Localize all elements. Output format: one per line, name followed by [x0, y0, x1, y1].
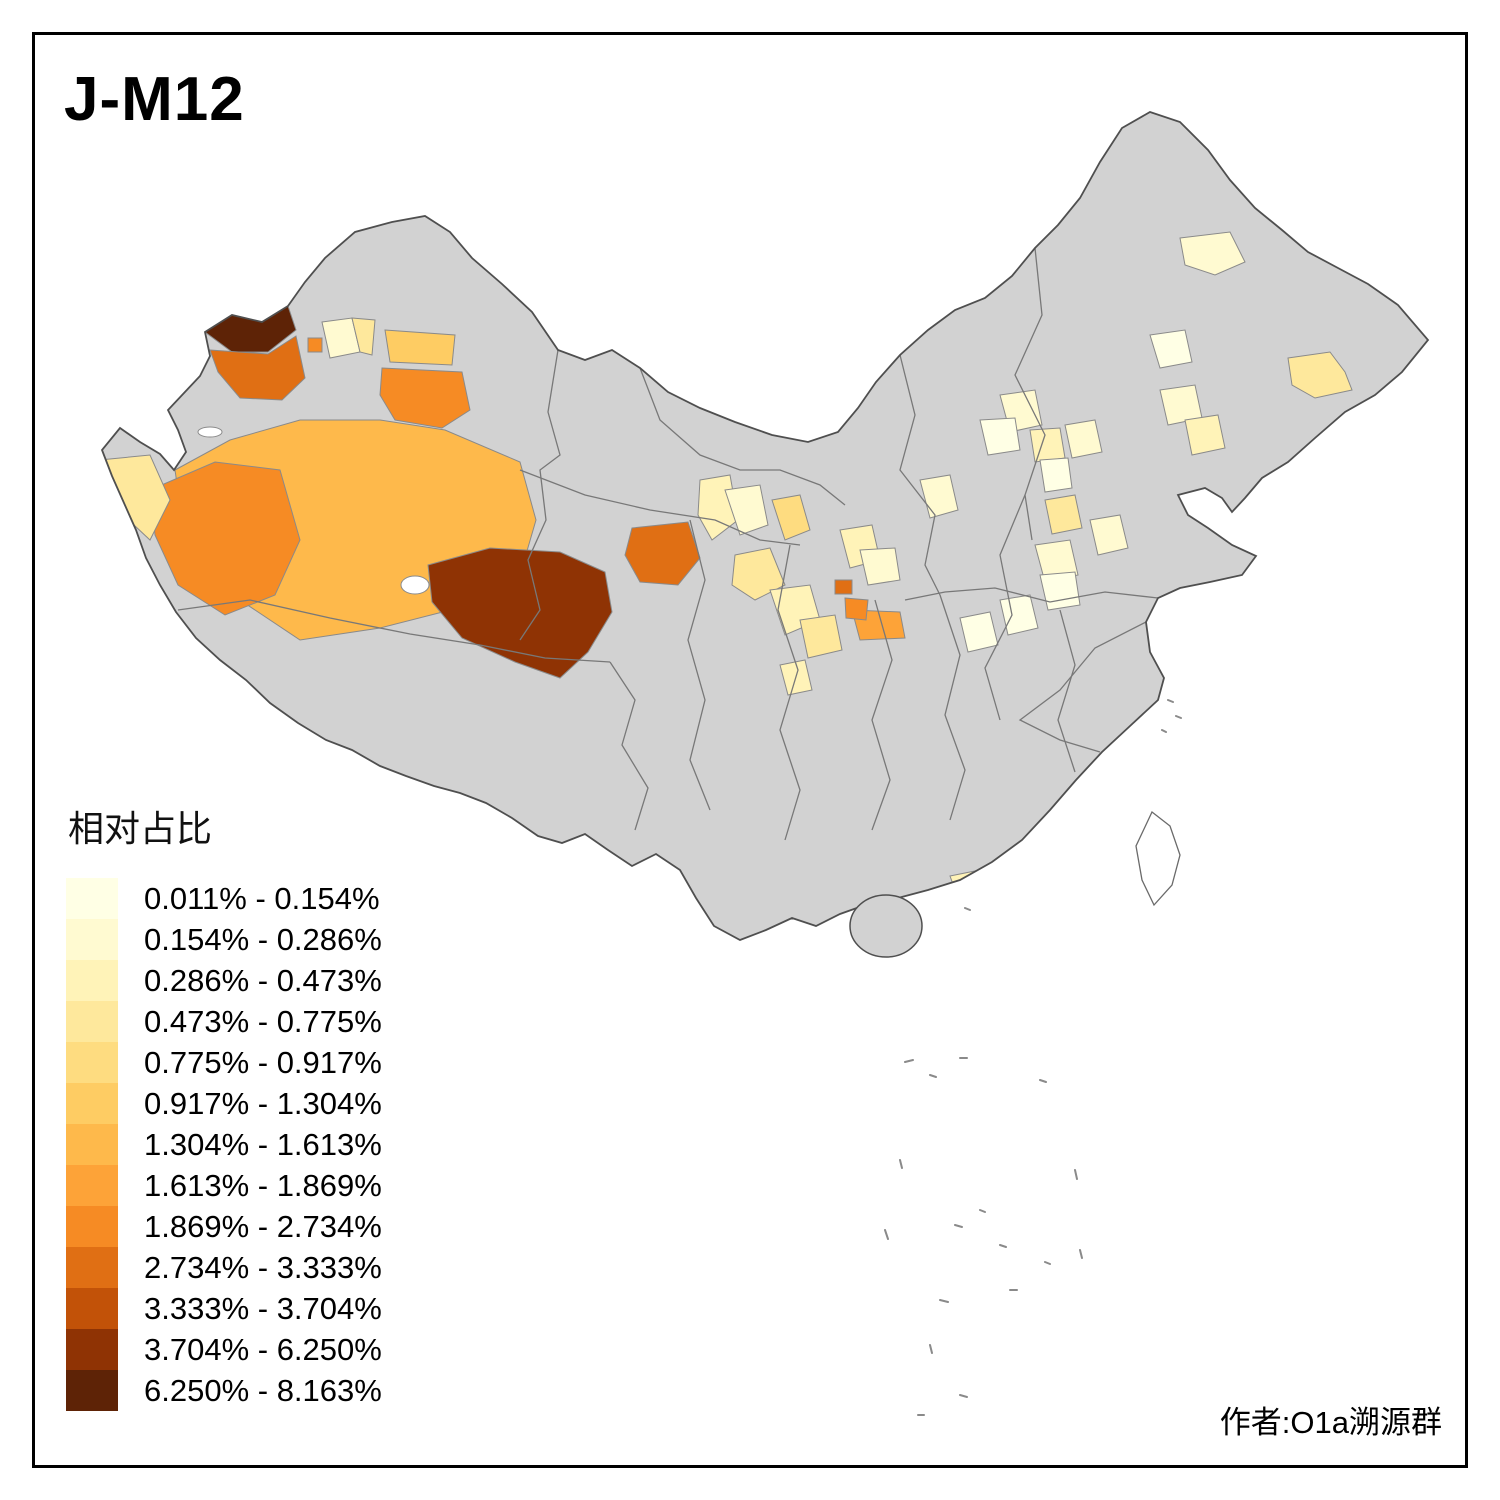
legend-label: 0.775% - 0.917%: [144, 1045, 382, 1080]
legend-swatch: [66, 1165, 118, 1206]
legend-row: 0.473% - 0.775%: [66, 1001, 382, 1042]
legend: 相对占比 0.011% - 0.154% 0.154% - 0.286% 0.2…: [66, 800, 382, 1411]
legend-swatch: [66, 878, 118, 919]
legend-label: 1.613% - 1.869%: [144, 1168, 382, 1203]
legend-title: 相对占比: [68, 808, 213, 849]
map-region-qinghai-dark: [427, 547, 613, 679]
map-region-central-pale-a: [731, 547, 786, 601]
legend-row: 0.775% - 0.917%: [66, 1042, 382, 1083]
map-region-hebei-yellow: [1044, 494, 1083, 535]
legend-label: 2.734% - 3.333%: [144, 1250, 382, 1285]
map-region-central-pale-c: [799, 614, 843, 659]
legend-label: 3.704% - 6.250%: [144, 1332, 382, 1367]
map-taiwan-island: [1135, 810, 1181, 907]
map-region-north-pale-d: [1029, 427, 1066, 463]
legend-label: 0.154% - 0.286%: [144, 922, 382, 957]
legend-label: 0.917% - 1.304%: [144, 1086, 382, 1121]
legend-label: 0.011% - 0.154%: [144, 881, 380, 916]
legend-row: 0.154% - 0.286%: [66, 919, 382, 960]
map-region-shanxi-pale-a: [1034, 539, 1079, 583]
page-title: J-M12: [64, 65, 245, 134]
legend-row: 0.286% - 0.473%: [66, 960, 382, 1001]
legend-label: 3.333% - 3.704%: [144, 1291, 382, 1326]
legend-swatch: [66, 1083, 118, 1124]
legend-label: 6.250% - 8.163%: [144, 1373, 382, 1408]
legend-swatch: [66, 1247, 118, 1288]
province-boundaries: [177, 247, 1159, 841]
legend-row: 1.304% - 1.613%: [66, 1124, 382, 1165]
legend-swatch: [66, 919, 118, 960]
legend-rows: 0.011% - 0.154% 0.154% - 0.286% 0.286% -…: [66, 878, 382, 1411]
legend-label: 1.869% - 2.734%: [144, 1209, 382, 1244]
map-region-ningxia-orange-dot: [834, 579, 853, 595]
map-region-gansu-corridor-b: [724, 484, 769, 536]
legend-swatch: [66, 1124, 118, 1165]
legend-swatch: [66, 960, 118, 1001]
legend-swatch: [66, 1042, 118, 1083]
legend-row: 2.734% - 3.333%: [66, 1247, 382, 1288]
map-region-north-xinjiang-small-orange: [307, 337, 323, 353]
legend-swatch: [66, 1329, 118, 1370]
legend-swatch: [66, 1288, 118, 1329]
map-region-qinghai-east-orange: [624, 521, 701, 586]
map-region-liaoning-pale: [1184, 414, 1226, 456]
map-region-altay-yellow: [384, 329, 456, 366]
legend-label: 0.286% - 0.473%: [144, 963, 382, 998]
attribution-text: 作者:O1a溯源群: [1219, 1405, 1442, 1440]
map-region-heilongjiang-pale: [1179, 231, 1246, 276]
map-region-north-pale-c: [979, 417, 1021, 456]
legend-row: 1.613% - 1.869%: [66, 1165, 382, 1206]
legend-row: 0.917% - 1.304%: [66, 1083, 382, 1124]
legend-row: 0.011% - 0.154%: [66, 878, 382, 919]
map-region-turpan-orange: [379, 367, 471, 429]
map-region-kashgar-hotan: [149, 461, 301, 616]
map-region-north-xinjiang-pale-b: [351, 317, 376, 356]
map-region-jilin-pale-a: [1149, 329, 1193, 369]
legend-swatch: [66, 1370, 118, 1411]
legend-swatch: [66, 1206, 118, 1247]
map-region-jilin-east-yellow: [1287, 351, 1353, 399]
legend-swatch: [66, 1001, 118, 1042]
sea-islets: [884, 699, 1182, 1416]
map-region-henan-pale-b: [959, 611, 999, 653]
legend-label: 0.473% - 0.775%: [144, 1004, 382, 1039]
legend-row: 3.704% - 6.250%: [66, 1329, 382, 1370]
map-mainland-outline: [100, 111, 1430, 941]
lakes: [197, 426, 430, 595]
legend-label: 1.304% - 1.613%: [144, 1127, 382, 1162]
map-region-central-yellow-a: [771, 494, 811, 541]
map-region-ili-orange: [209, 335, 306, 401]
map-region-shanxi-pale-b: [1039, 571, 1081, 611]
legend-row: 3.333% - 3.704%: [66, 1288, 382, 1329]
map-region-north-pale-e: [1039, 457, 1073, 493]
map-hainan-island: [849, 894, 923, 958]
map-region-central-pale-e: [859, 547, 901, 586]
map-region-shandong-pale: [1089, 514, 1129, 556]
map-region-beijing-pale: [1064, 419, 1103, 459]
map-region-lanzhou-orange: [844, 597, 869, 621]
region-layer: [102, 231, 1353, 899]
legend-row: 6.250% - 8.163%: [66, 1370, 382, 1411]
legend-row: 1.869% - 2.734%: [66, 1206, 382, 1247]
